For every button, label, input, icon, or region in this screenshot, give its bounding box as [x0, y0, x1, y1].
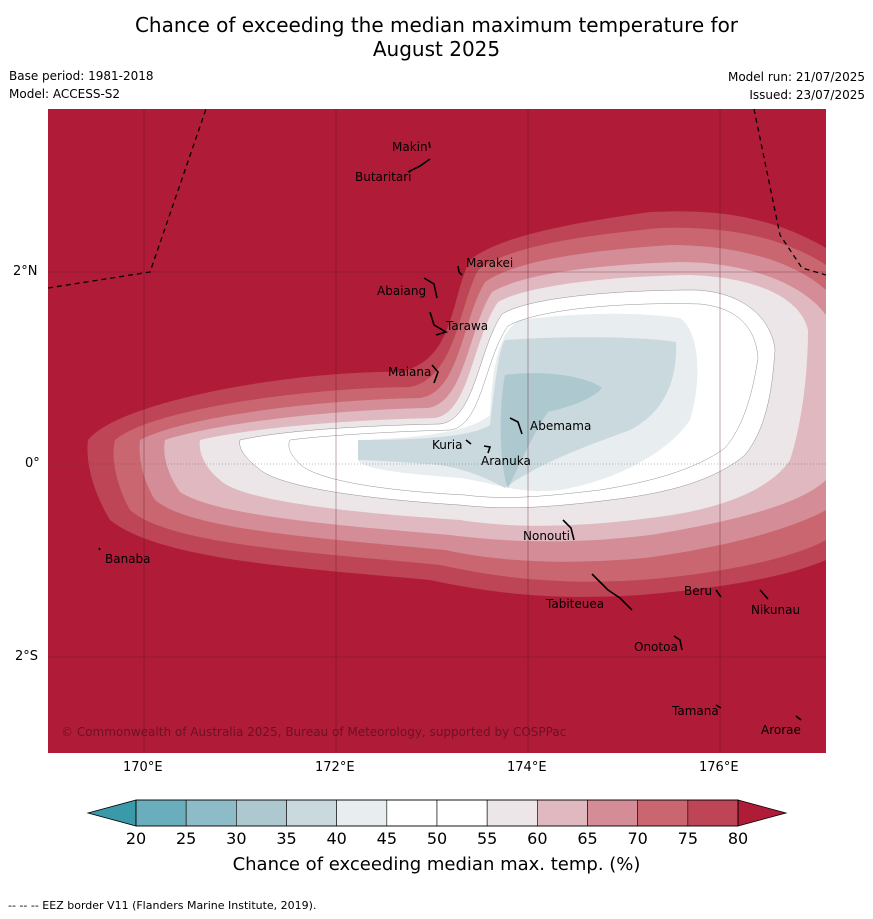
- colorbar-tick-label: 75: [677, 829, 698, 848]
- island-label: Arorae: [761, 723, 801, 737]
- colorbar-segment: [486, 799, 538, 827]
- contour-30: [500, 373, 602, 488]
- colorbar-tick-label: 70: [627, 829, 648, 848]
- colorbar-segment: [236, 799, 287, 827]
- colorbar-lower-extension: [86, 799, 137, 827]
- base-period: Base period: 1981-2018: [9, 69, 154, 83]
- colorbar-tick-label: 55: [476, 829, 498, 848]
- island-label: Butaritari: [355, 170, 412, 184]
- issued-date: Issued: 23/07/2025: [749, 88, 865, 102]
- island-label: Marakei: [466, 256, 513, 270]
- colorbar-segment: [336, 799, 388, 827]
- island-label: Maiana: [388, 365, 431, 379]
- eez-footnote: -- -- -- EEZ border V11 (Flanders Marine…: [8, 899, 317, 912]
- colorbar-tick-label: 45: [376, 829, 397, 848]
- colorbar-segment: [386, 799, 438, 827]
- colorbar-segment: [286, 799, 337, 827]
- y-tick-label: 2°S: [15, 649, 39, 664]
- x-tick-label: 170°E: [123, 760, 163, 775]
- colorbar-title: Chance of exceeding median max. temp. (%…: [232, 854, 641, 875]
- colorbar-segment: [436, 799, 488, 827]
- colorbar-upper-extension: [737, 799, 788, 827]
- eez-borders: [48, 109, 826, 289]
- copyright-notice: © Commonwealth of Australia 2025, Bureau…: [61, 725, 566, 739]
- colorbar-segment: [637, 799, 689, 827]
- colorbar-segment: [687, 799, 739, 827]
- colorbar-tick-label: 65: [577, 829, 598, 848]
- colorbar-tick-label: 40: [326, 829, 347, 848]
- island-label: Beru: [684, 584, 712, 598]
- x-tick-label: 172°E: [315, 760, 355, 775]
- colorbar-tick-label: 60: [527, 829, 548, 848]
- island-label: Aranuka: [481, 454, 531, 468]
- colorbar-frame: [135, 799, 739, 827]
- island-label: Abaiang: [377, 284, 426, 298]
- island-label: Banaba: [105, 552, 151, 566]
- colorbar-tick-label: 30: [226, 829, 247, 848]
- island-shapes: [98, 141, 802, 721]
- model-name: Model: ACCESS-S2: [9, 87, 121, 101]
- contour-lines: [239, 289, 776, 508]
- colorbar-tick-label: 20: [125, 829, 147, 848]
- island-label: Nikunau: [751, 603, 800, 617]
- island-label: Tabiteuea: [545, 597, 604, 611]
- colorbar-tick-label: 35: [276, 829, 297, 848]
- y-tick-label: 2°N: [13, 264, 38, 279]
- y-tick-label: 0°: [25, 456, 40, 471]
- colorbar-segment: [185, 799, 237, 827]
- island-label: Kuria: [432, 438, 463, 452]
- colorbar-tick-label: 50: [426, 829, 448, 848]
- x-tick-label: 174°E: [507, 760, 547, 775]
- island-labels: Makin Butaritari Marakei Abaiang Tarawa …: [105, 140, 801, 737]
- colorbar-tick-label: 80: [727, 829, 749, 848]
- colorbar-tick-label: 25: [175, 829, 197, 848]
- island-label: Tamana: [671, 704, 719, 718]
- graticule: [48, 109, 826, 753]
- map-field: Makin Butaritari Marakei Abaiang Tarawa …: [48, 109, 826, 753]
- model-run: Model run: 21/07/2025: [727, 70, 865, 84]
- colorbar-segment: [135, 799, 187, 827]
- colorbar: [86, 799, 788, 827]
- colorbar-segment: [537, 799, 588, 827]
- title-line-1: Chance of exceeding the median maximum t…: [134, 13, 739, 37]
- title-line-2: August 2025: [372, 37, 501, 61]
- island-label: Nonouti: [523, 529, 570, 543]
- island-label: Abemama: [530, 419, 591, 433]
- island-label: Tarawa: [445, 319, 488, 333]
- island-label: Makin: [392, 140, 428, 154]
- x-tick-label: 176°E: [699, 760, 739, 775]
- island-label: Onotoa: [634, 640, 678, 654]
- colorbar-segment: [587, 799, 638, 827]
